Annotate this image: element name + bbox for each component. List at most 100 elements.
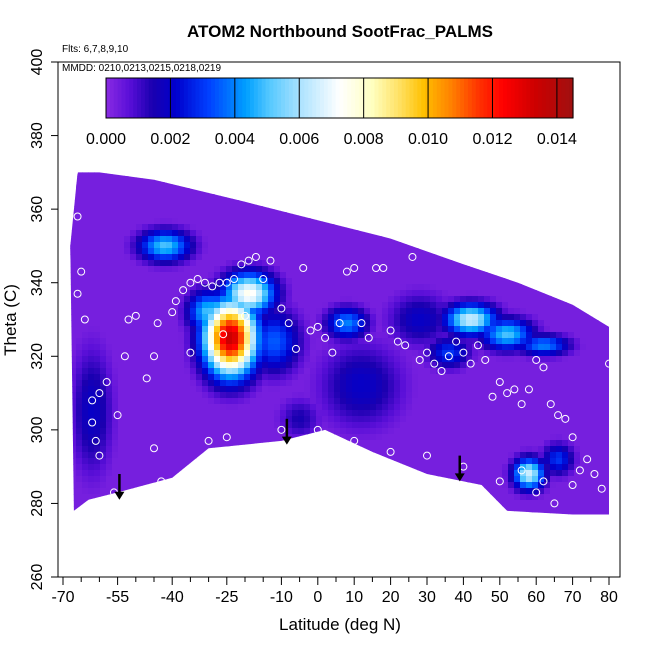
heatmap-cell	[238, 326, 245, 333]
heatmap-cell	[106, 224, 113, 231]
heatmap-cell	[298, 172, 305, 177]
heatmap-cell	[316, 314, 323, 321]
heatmap-cell	[202, 446, 209, 453]
heatmap-cell	[148, 470, 155, 477]
heatmap-cell	[322, 172, 329, 177]
heatmap-cell	[100, 308, 107, 315]
heatmap-cell	[178, 206, 185, 213]
heatmap-cell	[268, 476, 275, 483]
heatmap-cell	[346, 212, 353, 219]
heatmap-cell	[178, 470, 185, 477]
heatmap-cell	[262, 332, 269, 339]
heatmap-cell	[334, 172, 341, 177]
heatmap-cell	[280, 218, 287, 225]
heatmap-cell	[364, 482, 371, 489]
heatmap-cell	[184, 506, 191, 513]
heatmap-cell	[178, 230, 185, 237]
heatmap-cell	[130, 152, 137, 159]
heatmap-cell	[202, 404, 209, 411]
heatmap-cell	[352, 566, 359, 573]
heatmap-cell	[202, 542, 209, 549]
heatmap-cell	[280, 326, 287, 333]
heatmap-cell	[268, 512, 275, 515]
heatmap-cell	[340, 242, 347, 249]
heatmap-cell	[142, 122, 149, 129]
heatmap-cell	[232, 398, 239, 405]
heatmap-cell	[160, 422, 167, 429]
heatmap-cell	[88, 398, 95, 405]
heatmap-cell	[358, 452, 365, 459]
heatmap-cell	[292, 362, 299, 369]
heatmap-cell	[352, 410, 359, 417]
heatmap-cell	[82, 350, 89, 357]
heatmap-cell	[118, 416, 125, 423]
heatmap-cell	[298, 314, 305, 321]
heatmap-cell	[268, 398, 275, 405]
heatmap-cell	[208, 308, 215, 315]
heatmap-cell	[394, 566, 401, 573]
heatmap-cell	[376, 434, 383, 441]
heatmap-cell	[196, 356, 203, 363]
heatmap-cell	[112, 326, 119, 333]
heatmap-cell	[262, 218, 269, 225]
heatmap-cell	[382, 206, 389, 213]
heatmap-cell	[136, 572, 143, 579]
heatmap-cell	[58, 104, 65, 111]
heatmap-cell	[256, 470, 263, 477]
heatmap-cell	[310, 344, 317, 351]
heatmap-cell	[268, 128, 275, 135]
heatmap-cell	[124, 230, 131, 237]
heatmap-cell	[178, 536, 185, 543]
heatmap-cell	[70, 248, 77, 255]
heatmap-cell	[196, 374, 203, 381]
heatmap-cell	[316, 518, 323, 525]
heatmap-cell	[358, 566, 365, 573]
heatmap-cell	[334, 524, 341, 531]
heatmap-cell	[262, 308, 269, 315]
heatmap-cell	[124, 428, 131, 435]
heatmap-cell	[334, 434, 341, 441]
heatmap-cell	[352, 194, 359, 201]
heatmap-cell	[178, 200, 185, 207]
heatmap-cell	[280, 404, 287, 411]
heatmap-cell	[118, 236, 125, 243]
heatmap-cell	[244, 506, 251, 513]
heatmap-cell	[166, 254, 173, 261]
heatmap-cell	[400, 236, 407, 243]
heatmap-cell	[172, 488, 179, 495]
heatmap-cell	[298, 386, 305, 393]
heatmap-cell	[298, 62, 305, 69]
heatmap-cell	[190, 434, 197, 441]
heatmap-cell	[190, 452, 197, 459]
heatmap-cell	[220, 482, 227, 489]
heatmap-cell	[166, 404, 173, 411]
heatmap-cell	[124, 476, 131, 483]
heatmap-cell	[388, 572, 395, 579]
heatmap-cell	[238, 548, 245, 555]
heatmap-cell	[226, 242, 233, 249]
heatmap-cell	[94, 254, 101, 261]
heatmap-cell	[316, 542, 323, 549]
heatmap-cell	[136, 176, 143, 183]
heatmap-cell	[292, 404, 299, 411]
heatmap-cell	[382, 440, 389, 447]
heatmap-cell	[208, 386, 215, 393]
heatmap-cell	[292, 494, 299, 501]
heatmap-cell	[142, 344, 149, 351]
heatmap-cell	[274, 542, 281, 549]
heatmap-cell	[328, 530, 335, 537]
heatmap-cell	[94, 266, 101, 273]
heatmap-cell	[238, 500, 245, 507]
heatmap-cell	[148, 428, 155, 435]
heatmap-cell	[400, 524, 407, 531]
heatmap-cell	[304, 182, 311, 189]
heatmap-cell	[358, 158, 365, 165]
heatmap-cell	[400, 410, 407, 417]
heatmap-cell	[274, 422, 281, 429]
heatmap-cell	[220, 248, 227, 255]
heatmap-cell	[400, 518, 407, 525]
heatmap-cell	[82, 104, 89, 111]
heatmap-cell	[388, 560, 395, 567]
heatmap-cell	[250, 476, 257, 483]
heatmap-cell	[274, 212, 281, 219]
